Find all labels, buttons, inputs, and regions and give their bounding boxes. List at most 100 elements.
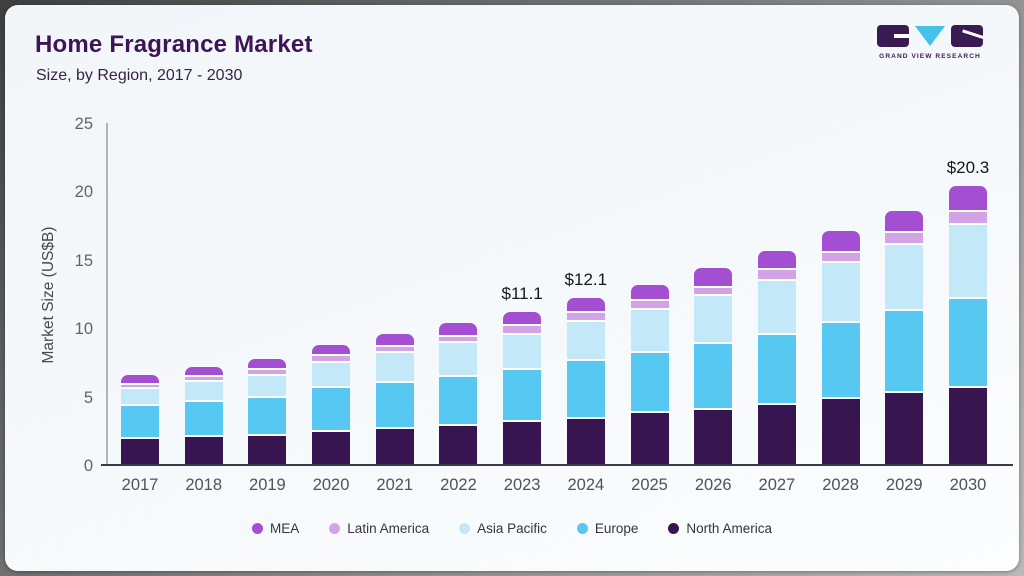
bar-2017 <box>121 375 159 464</box>
y-tick-label-5: 5 <box>83 388 93 407</box>
bar-segment-europe <box>312 385 351 430</box>
bar-segment-asia-pacific <box>503 332 542 368</box>
bar-segment-latin-america <box>375 344 414 352</box>
bar-segment-europe <box>630 351 669 411</box>
legend-item-europe: Europe <box>576 521 639 536</box>
page-title: Home Fragrance Market <box>35 31 313 58</box>
bar-segment-europe <box>821 321 860 397</box>
bar-segment-mea <box>184 366 223 375</box>
legend-label-europe: Europe <box>594 521 639 536</box>
x-tick-label-2030: 2030 <box>949 476 987 494</box>
legend-swatch-latin-america-icon <box>329 523 341 534</box>
bar-segment-asia-pacific <box>885 243 924 309</box>
legend-swatch-north-america-icon <box>668 523 680 534</box>
bar-segment-north-america <box>566 416 605 464</box>
legend-swatch-europe-icon <box>576 523 588 534</box>
bar-segment-north-america <box>121 436 159 464</box>
bar-segment-asia-pacific <box>566 320 605 360</box>
x-tick-label-2028: 2028 <box>822 476 859 494</box>
bar-segment-asia-pacific <box>630 308 669 352</box>
bar-segment-latin-america <box>694 286 733 295</box>
bar-segment-europe <box>694 342 733 408</box>
bar-segment-asia-pacific <box>375 351 414 382</box>
bar-segment-europe <box>248 395 287 434</box>
bar-segment-north-america <box>757 403 796 464</box>
bar-segment-mea <box>948 186 987 210</box>
bar-segment-latin-america <box>821 250 860 261</box>
bar-segment-mea <box>121 375 159 383</box>
bar-segment-europe <box>885 308 924 391</box>
bar-segment-asia-pacific <box>948 223 987 298</box>
legend-label-north-america: North America <box>686 521 772 536</box>
bar-2028 <box>821 231 860 464</box>
x-axis-line <box>101 464 1013 466</box>
bar-segment-mea <box>630 284 669 300</box>
gvr-v-triangle-icon <box>915 26 945 46</box>
gvr-r-block-icon <box>951 25 983 47</box>
legend-item-asia-pacific: Asia Pacific <box>459 521 547 536</box>
gvr-g-block-icon <box>877 25 909 47</box>
bar-segment-latin-america <box>757 267 796 279</box>
bar-segment-north-america <box>312 429 351 464</box>
bar-segment-europe <box>948 297 987 386</box>
bar-2029 <box>885 210 924 464</box>
bar-2019 <box>248 359 287 464</box>
bar-segment-mea <box>503 312 542 325</box>
x-tick-label-2029: 2029 <box>885 476 923 494</box>
bar-segment-north-america <box>248 433 287 464</box>
x-tick-label-2026: 2026 <box>694 476 732 494</box>
bar-2022 <box>439 323 478 464</box>
bar-2025 <box>630 284 669 464</box>
bar-segment-north-america <box>184 435 223 464</box>
x-tick-label-2022: 2022 <box>440 476 477 494</box>
bar-segment-latin-america <box>566 310 605 321</box>
bar-segment-asia-pacific <box>439 340 478 376</box>
chart-card: Home Fragrance Market Size, by Region, 2… <box>5 5 1019 571</box>
bar-segment-asia-pacific <box>757 278 796 334</box>
page-subtitle: Size, by Region, 2017 - 2030 <box>36 67 243 84</box>
y-axis-line <box>106 123 108 466</box>
legend-label-mea: MEA <box>270 521 300 536</box>
bar-segment-latin-america <box>503 324 542 333</box>
bar-segment-north-america <box>948 385 987 464</box>
bar-segment-latin-america <box>312 353 351 361</box>
legend-item-latin-america: Latin America <box>329 521 429 536</box>
bar-segment-europe <box>121 404 159 437</box>
bar-segment-asia-pacific <box>821 260 860 322</box>
x-tick-label-2018: 2018 <box>185 476 223 494</box>
y-tick-label-10: 10 <box>74 320 93 339</box>
bar-segment-europe <box>566 359 605 417</box>
brand-name: GRAND VIEW RESEARCH <box>879 53 981 60</box>
legend-swatch-asia-pacific-icon <box>459 523 471 534</box>
x-tick-label-2024: 2024 <box>567 476 605 494</box>
x-tick-label-2025: 2025 <box>631 476 668 494</box>
bar-segment-mea <box>439 323 478 335</box>
bar-value-label-2023: $11.1 <box>501 284 543 304</box>
bar-segment-latin-america <box>184 374 223 380</box>
bar-segment-europe <box>184 400 223 436</box>
bar-segment-mea <box>757 250 796 268</box>
bar-segment-europe <box>757 333 796 404</box>
y-tick-label-0: 0 <box>83 457 93 475</box>
bar-segment-mea <box>566 298 605 311</box>
bar-segment-asia-pacific <box>248 373 287 396</box>
y-tick-label-25: 25 <box>74 115 93 133</box>
legend: MEA Latin America Asia Pacific Europe North … <box>5 521 1019 536</box>
bar-segment-north-america <box>375 427 414 464</box>
bar-2030 <box>948 186 987 464</box>
bar-value-label-2030: $20.3 <box>946 158 990 178</box>
bar-segment-north-america <box>821 396 860 464</box>
brand-logo: GRAND VIEW RESEARCH <box>877 25 983 60</box>
bar-segment-asia-pacific <box>694 294 733 343</box>
legend-item-north-america: North America <box>668 521 772 536</box>
bar-2021 <box>375 334 414 464</box>
bar-segment-north-america <box>630 410 669 464</box>
bar-segment-asia-pacific <box>312 360 351 386</box>
bar-2020 <box>312 344 351 464</box>
x-tick-label-2020: 2020 <box>312 476 350 494</box>
x-tick-label-2017: 2017 <box>121 476 159 494</box>
bar-segment-mea <box>248 359 287 369</box>
bar-segment-latin-america <box>121 382 159 388</box>
bar-value-label-2024: $12.1 <box>564 270 608 290</box>
bar-2027 <box>757 250 796 464</box>
